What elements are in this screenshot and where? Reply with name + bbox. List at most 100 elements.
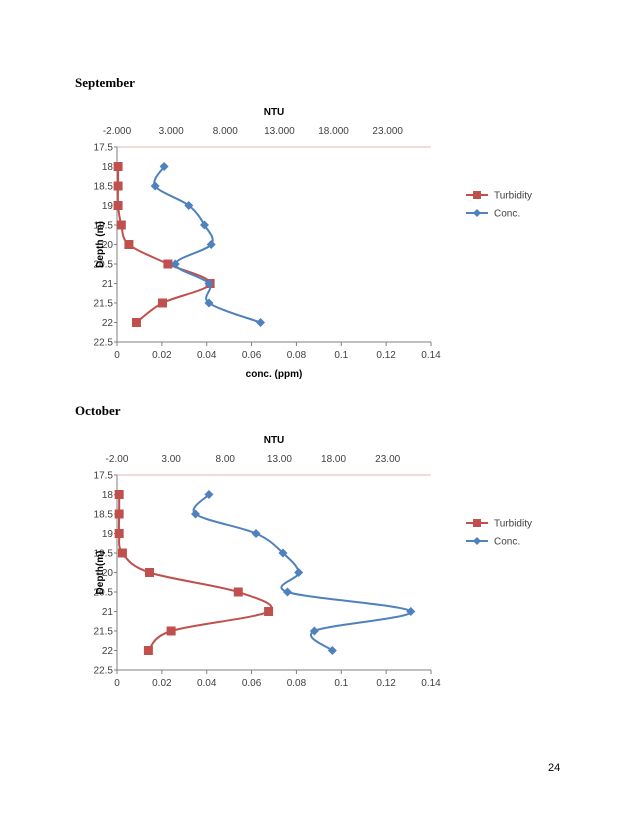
turbidity-point [143, 646, 153, 655]
turbidity-point [233, 587, 243, 597]
y-tick-label: 22 [102, 646, 114, 657]
turbidity-point [113, 162, 123, 171]
x-tick-label: 0.08 [287, 678, 307, 689]
y-axis-title: Depth(m) [95, 551, 106, 595]
conc-point [191, 509, 200, 519]
secondary-x-tick-label: 23.00 [375, 454, 400, 465]
secondary-x-tick-label: -2.00 [106, 454, 129, 465]
legend-label-conc: Conc. [494, 209, 520, 220]
x-tick-label: 0.04 [197, 678, 217, 689]
x-axis-title: conc. (ppm) [246, 369, 303, 380]
turbidity-point [113, 201, 123, 210]
conc-point [327, 646, 337, 655]
legend-marker [473, 209, 481, 217]
x-tick-label: 0.1 [334, 350, 348, 361]
y-tick-label: 19 [102, 529, 114, 540]
y-tick-label: 18 [102, 490, 114, 501]
secondary-x-tick-label: 18.000 [318, 126, 349, 137]
conc-point [150, 181, 160, 191]
y-tick-label: 22.5 [94, 666, 114, 677]
turbidity-point [114, 490, 124, 499]
conc-point [294, 568, 304, 577]
section-title-september: September [75, 75, 135, 90]
chart-september: NTU -2.000 3.000 8.000 13.000 18.000 23.000 0 0.… [94, 107, 532, 380]
legend-marker [473, 519, 481, 527]
turbidity-point [117, 548, 127, 558]
secondary-axis-title: NTU [264, 107, 285, 118]
conc-point [184, 201, 194, 210]
secondary-x-tick-label: 13.00 [267, 454, 292, 465]
conc-point [159, 162, 169, 171]
x-tick-label: 0.08 [287, 350, 307, 361]
conc-point [406, 607, 416, 616]
y-tick-label: 18.5 [94, 182, 114, 193]
turbidity-point [131, 318, 141, 327]
y-tick-label: 18 [102, 162, 114, 173]
x-tick-label: 0.04 [197, 350, 217, 361]
conc-point [206, 240, 216, 249]
y-tick-label: 20.5 [94, 260, 114, 271]
y-tick-label: 18.5 [94, 510, 114, 521]
turbidity-point [264, 607, 274, 616]
y-tick-label: 22.5 [94, 338, 114, 349]
secondary-x-tick-label: 8.000 [213, 126, 238, 137]
y-tick-label: 20 [102, 568, 114, 579]
legend-marker [473, 191, 481, 199]
x-tick-label: 0 [114, 350, 120, 361]
turbidity-point [113, 181, 123, 191]
secondary-axis-title: NTU [264, 435, 285, 446]
chart-october: NTU -2.00 3.00 8.00 13.00 18.00 23.00 0 0.02 0.04… [94, 435, 532, 689]
secondary-x-tick-label: 8.00 [216, 454, 236, 465]
series-line-turbidity [117, 494, 273, 652]
x-tick-label: 0 [114, 678, 120, 689]
y-tick-label: 20 [102, 240, 114, 251]
secondary-x-tick-label: 3.000 [159, 126, 184, 137]
legend-marker [473, 537, 481, 545]
turbidity-point [144, 568, 154, 577]
conc-point [204, 490, 214, 499]
conc-point [170, 259, 180, 269]
y-tick-label: 19.5 [94, 221, 114, 232]
turbidity-point [157, 298, 167, 308]
y-tick-label: 19 [102, 201, 114, 212]
series-line-conc [192, 493, 412, 652]
y-tick-label: 19.5 [94, 549, 114, 560]
y-tick-label: 21 [102, 607, 114, 618]
conc-point [278, 548, 288, 558]
conc-point [309, 626, 319, 636]
legend-label-turbidity: Turbidity [494, 191, 532, 202]
x-tick-label: 0.02 [152, 678, 172, 689]
y-tick-label: 21 [102, 279, 114, 290]
y-tick-label: 21.5 [94, 299, 114, 310]
x-tick-label: 0.1 [334, 678, 348, 689]
conc-point [204, 298, 214, 308]
y-tick-label: 21.5 [94, 627, 114, 638]
x-tick-label: 0.14 [421, 678, 441, 689]
secondary-x-tick-label: -2.000 [103, 126, 132, 137]
turbidity-point [116, 220, 126, 230]
conc-point [251, 529, 261, 538]
secondary-x-tick-label: 23.000 [372, 126, 403, 137]
turbidity-point [114, 529, 124, 538]
x-tick-label: 0.06 [242, 350, 262, 361]
y-tick-label: 20.5 [94, 588, 114, 599]
secondary-x-tick-label: 3.00 [161, 454, 181, 465]
x-tick-label: 0.12 [376, 350, 396, 361]
secondary-x-tick-label: 13.000 [264, 126, 295, 137]
conc-point [204, 279, 214, 288]
turbidity-point [124, 240, 134, 249]
legend-label-conc: Conc. [494, 537, 520, 548]
section-title-october: October [75, 403, 121, 418]
y-tick-label: 17.5 [94, 471, 114, 482]
turbidity-point [163, 259, 173, 269]
conc-point [282, 587, 292, 597]
y-axis-title: Depth (m) [95, 221, 106, 268]
x-tick-label: 0.06 [242, 678, 262, 689]
x-tick-label: 0.02 [152, 350, 172, 361]
legend-label-turbidity: Turbidity [494, 519, 532, 530]
turbidity-point [166, 626, 176, 636]
page-number: 24 [548, 762, 561, 774]
conc-point [199, 220, 209, 230]
secondary-x-tick-label: 18.00 [321, 454, 346, 465]
conc-point [256, 318, 266, 327]
